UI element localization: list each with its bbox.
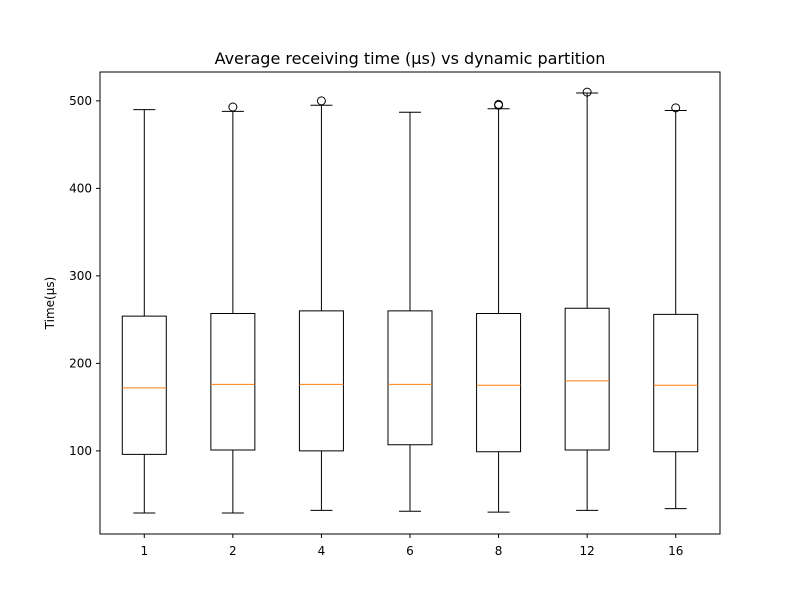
iqr-box xyxy=(121,315,167,455)
plot-frame xyxy=(99,71,721,535)
iqr-box xyxy=(564,307,610,451)
chart-title: Average receiving time (µs) vs dynamic p… xyxy=(215,49,606,68)
iqr-box xyxy=(298,310,344,452)
iqr-box xyxy=(210,313,256,451)
outlier-point xyxy=(582,87,592,97)
x-tick-label: 4 xyxy=(318,544,326,558)
outlier-point xyxy=(671,103,681,113)
outlier-point xyxy=(316,96,326,106)
y-tick-label: 200 xyxy=(69,356,92,370)
x-tick-label: 1 xyxy=(140,544,148,558)
x-tick-label: 8 xyxy=(495,544,503,558)
y-tick-label: 300 xyxy=(69,269,92,283)
x-tick-label: 2 xyxy=(229,544,237,558)
iqr-box xyxy=(476,313,522,453)
y-tick-label: 500 xyxy=(69,94,92,108)
y-tick-label: 400 xyxy=(69,181,92,195)
outlier-point xyxy=(494,100,504,110)
x-tick-label: 6 xyxy=(406,544,414,558)
y-axis-label: Time(µs) xyxy=(43,277,57,331)
iqr-box xyxy=(653,313,699,453)
iqr-box xyxy=(387,310,433,446)
x-tick-label: 16 xyxy=(668,544,683,558)
x-tick-label: 12 xyxy=(580,544,595,558)
outlier-point xyxy=(228,102,238,112)
y-tick-label: 100 xyxy=(69,444,92,458)
